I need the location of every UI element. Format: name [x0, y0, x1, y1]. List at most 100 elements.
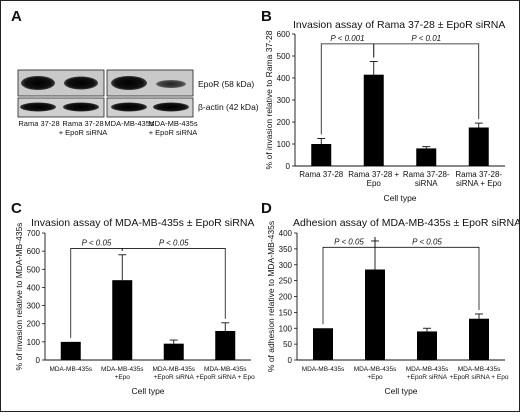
y-tick-label: 350: [279, 245, 293, 254]
y-tick-label: 500: [277, 52, 291, 61]
blot-label-epor: EpoR (58 kDa): [198, 79, 254, 89]
chart-title: Invasion assay of MDA-MB-435s ± EpoR siR…: [31, 217, 254, 229]
chart-title: Invasion assay of Rama 37-28 ± EpoR siRN…: [293, 19, 505, 31]
significance-bracket: [374, 236, 480, 310]
category-label: MDA-MB-435s: [204, 366, 247, 373]
category-label: Rama 37-28-: [403, 170, 450, 179]
y-tick-label: 100: [279, 324, 293, 333]
y-tick-label: 200: [277, 118, 291, 127]
significance-bracket: [373, 43, 480, 120]
category-label: Rama 37-28 +: [348, 170, 399, 179]
p-value-label: P < 0.01: [411, 34, 441, 43]
panel-letter-a: A: [11, 8, 22, 25]
category-label: +EpoR siRNA: [154, 374, 195, 381]
y-tick-label: 400: [27, 283, 41, 292]
bar: [365, 269, 385, 360]
x-axis-title: Cell type: [131, 386, 164, 396]
p-value-label: P < 0.05: [159, 238, 189, 247]
p-value-label: P < 0.05: [82, 238, 112, 247]
y-tick-label: 150: [279, 308, 293, 317]
y-tick-label: 300: [277, 96, 291, 105]
lane-label-4-sub: + EpoR siRNA: [149, 128, 198, 137]
band-rama-epor: [21, 76, 55, 90]
category-label: +Epo: [367, 374, 383, 381]
band-rama-sirna-epor: [64, 76, 98, 90]
band-mda-epor: [111, 76, 147, 90]
lane-label-3: MDA-MB-435s: [104, 119, 153, 128]
lane-label-4: MDA-MB-435s: [148, 119, 197, 128]
chart-invasion-rama: Invasion assay of Rama 37-28 ± EpoR siRN…: [264, 19, 505, 203]
y-tick-label: 600: [277, 30, 291, 39]
bar: [60, 341, 81, 360]
y-tick-label: 200: [279, 293, 293, 302]
p-value-label: P < 0.05: [334, 237, 364, 246]
y-tick-label: 100: [27, 338, 41, 347]
bar: [163, 343, 184, 360]
band-rama-sirna-actin: [63, 102, 99, 112]
x-axis-title: Cell type: [383, 193, 416, 203]
category-label: MDA-MB-435s: [152, 366, 195, 373]
y-tick-label: 0: [36, 356, 41, 365]
lane-label-2-sub: + EpoR siRNA: [59, 128, 108, 137]
western-blot: EpoR (58 kDa) β-actin (42 kDa) Rama 37-2…: [17, 69, 259, 137]
chart-adhesion-mda: Adhesion assay of MDA-MB-435s ± EpoR siR…: [266, 217, 520, 396]
category-label: MDA-MB-435s: [302, 366, 345, 373]
category-label: +EpoR siRNA + Epo: [196, 374, 255, 381]
category-label: Rama 37-28: [299, 170, 344, 179]
y-axis-title: % of invasion relative to Rama 37-28: [264, 30, 274, 169]
band-rama-actin: [20, 102, 56, 112]
category-label: +Epo: [115, 374, 131, 381]
category-label: MDA-MB-435s: [458, 366, 501, 373]
p-value-label: P < 0.001: [330, 34, 364, 43]
category-label: +EpoR siRNA + Epo: [450, 374, 509, 381]
category-label: MDA-MB-435s: [101, 366, 144, 373]
panel-letter-b: B: [261, 8, 272, 25]
lane-label-2: Rama 37-28: [62, 119, 103, 128]
y-tick-label: 100: [277, 140, 291, 149]
bar: [215, 330, 236, 360]
bar: [469, 318, 489, 360]
category-label: Rama 37-28-: [455, 170, 502, 179]
category-label: MDA-MB-435s: [406, 366, 449, 373]
category-label: +EpoR siRNA: [407, 374, 448, 381]
y-tick-label: 400: [277, 74, 291, 83]
bar: [468, 127, 489, 166]
y-tick-label: 300: [27, 302, 41, 311]
x-axis-title: Cell type: [384, 386, 417, 396]
band-mda-actin: [111, 102, 147, 112]
category-label: siRNA + Epo: [456, 179, 502, 188]
panel-letter-d: D: [261, 200, 272, 217]
band-mda-sirna-actin: [153, 102, 189, 112]
y-tick-label: 700: [27, 229, 41, 238]
bar: [112, 280, 133, 360]
y-tick-label: 0: [288, 356, 293, 365]
y-tick-label: 0: [286, 162, 291, 171]
y-tick-label: 300: [279, 261, 293, 270]
category-label: MDA-MB-435s: [49, 366, 92, 373]
category-label: Epo: [367, 179, 382, 188]
band-mda-sirna-epor: [156, 80, 186, 88]
y-axis-title: % of invasion relative to MDA-MB-435s: [14, 223, 24, 371]
bar: [313, 328, 333, 360]
chart-title: Adhesion assay of MDA-MB-435s ± EpoR siR…: [293, 217, 519, 229]
y-axis-title: % of adhesion relative to MDA-MB-435s: [266, 221, 276, 372]
y-tick-label: 600: [27, 247, 41, 256]
bar: [311, 144, 332, 166]
y-tick-label: 400: [279, 229, 293, 238]
significance-bracket: [121, 248, 226, 319]
blot-label-actin: β-actin (42 kDa): [198, 102, 259, 112]
lane-label-1: Rama 37-28: [18, 119, 59, 128]
bar: [363, 74, 384, 166]
y-tick-label: 50: [283, 340, 292, 349]
y-tick-label: 500: [27, 265, 41, 274]
p-value-label: P < 0.05: [412, 237, 442, 246]
panel-letter-c: C: [11, 200, 22, 217]
category-label: MDA-MB-435s: [354, 366, 397, 373]
y-tick-label: 200: [27, 320, 41, 329]
bar: [416, 148, 437, 166]
bar: [417, 331, 437, 360]
y-tick-label: 250: [279, 277, 293, 286]
category-label: siRNA: [415, 179, 438, 188]
